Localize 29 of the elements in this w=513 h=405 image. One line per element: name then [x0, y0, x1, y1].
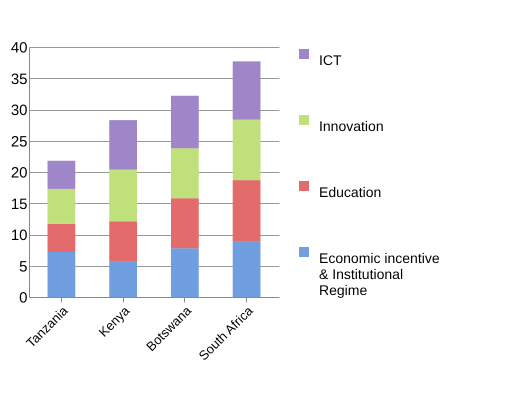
y-tick-label: 20: [10, 164, 28, 182]
bar: [170, 248, 199, 297]
y-tick-label: 30: [10, 102, 28, 119]
bar: [232, 180, 260, 242]
y-tick-label: 40: [10, 40, 28, 56]
bar: [109, 170, 138, 222]
bar: [109, 120, 138, 170]
bar: [48, 160, 76, 189]
bar: [109, 261, 138, 297]
bar: [232, 120, 260, 180]
legend-label: Economic incentive & Institutional Regime: [319, 250, 440, 298]
y-tick-label: 25: [10, 133, 28, 150]
bar: [170, 96, 199, 148]
y-tick-label: 5: [19, 258, 28, 276]
y-tick-label: 35: [10, 70, 28, 88]
y-tick-label: 15: [10, 196, 28, 213]
y-tick-label: 0: [19, 290, 28, 306]
y-tick-label: 10: [10, 227, 28, 244]
bar: [170, 148, 199, 198]
bar: [48, 224, 76, 252]
bar: [232, 241, 260, 297]
bar: [48, 188, 76, 224]
bar: [48, 252, 76, 297]
legend-label: Education: [319, 184, 382, 200]
bar: [109, 221, 138, 262]
legend-label: Innovation: [319, 118, 384, 134]
bar: [170, 198, 199, 248]
bar: [232, 61, 260, 120]
legend-label: ICT: [319, 52, 342, 68]
